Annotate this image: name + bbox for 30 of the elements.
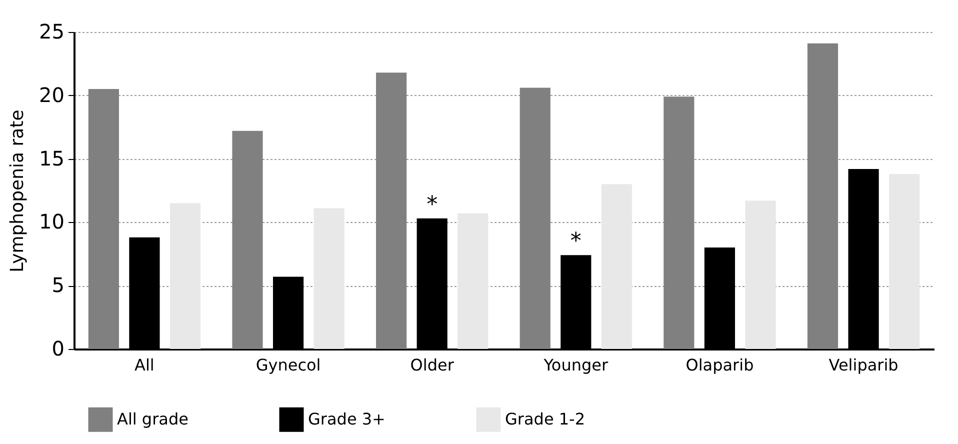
x-tick-label: Older — [410, 356, 454, 374]
y-axis-title: Lymphopenia rate — [7, 110, 28, 272]
bar — [745, 200, 776, 349]
bar — [520, 88, 550, 349]
bar — [170, 203, 201, 349]
legend-label: All grade — [117, 410, 188, 429]
y-tick-label: 10 — [39, 210, 64, 234]
annotation: * — [570, 229, 582, 254]
y-tick-label: 20 — [39, 82, 64, 107]
bar — [889, 174, 920, 349]
x-tick-label: Gynecol — [256, 356, 321, 374]
y-tick-label: 0 — [52, 336, 64, 360]
legend-label: Grade 1-2 — [505, 410, 585, 429]
x-tick-label: Veliparib — [828, 356, 898, 374]
bar — [458, 213, 488, 349]
bar — [88, 89, 119, 349]
x-tick-label: Olaparib — [686, 356, 754, 374]
y-tick-label: 5 — [52, 273, 64, 298]
x-tick-label: Younger — [542, 356, 608, 374]
y-tick-label: 15 — [39, 146, 64, 170]
y-tick-label: 25 — [39, 20, 64, 44]
x-tick-label: All — [134, 356, 154, 374]
bar — [232, 130, 263, 349]
bar — [807, 43, 838, 349]
bar — [601, 184, 632, 349]
legend-label: Grade 3+ — [308, 410, 386, 429]
bar — [376, 72, 407, 349]
bar — [664, 96, 694, 349]
annotation: * — [426, 192, 438, 218]
bar — [314, 208, 344, 349]
